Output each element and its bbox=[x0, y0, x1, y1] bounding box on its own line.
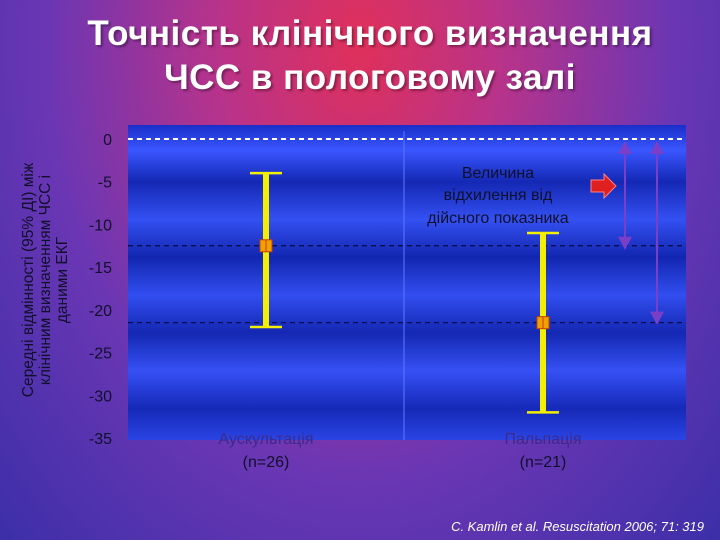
category-label: Пальпація bbox=[504, 431, 581, 448]
y-tick-label: -30 bbox=[89, 388, 112, 405]
y-tick-label: -35 bbox=[89, 431, 112, 448]
y-tick-label: -20 bbox=[89, 303, 112, 320]
arrow-head-down bbox=[650, 311, 664, 325]
title-line-1: Точність клінічного визначення bbox=[87, 14, 653, 53]
y-tick-label: -25 bbox=[89, 346, 112, 363]
arrow-head-up bbox=[618, 141, 632, 154]
arrow-head-down bbox=[618, 236, 632, 250]
arrow-head-up bbox=[650, 141, 664, 154]
slide-title: Точність клінічного визначення ЧСС в пол… bbox=[40, 12, 700, 100]
category-label: Аускультація bbox=[219, 431, 314, 448]
red-arrow-icon bbox=[590, 172, 617, 200]
source-citation: C. Kamlin et al. Resuscitation 2006; 71:… bbox=[451, 519, 704, 534]
annotation-line-1: Величина bbox=[462, 165, 534, 182]
title-line-2: ЧСС в пологовому залі bbox=[164, 58, 576, 97]
category-n-label: (n=21) bbox=[520, 454, 567, 471]
double-arrow-icon-short bbox=[618, 141, 632, 250]
y-tick-label: -15 bbox=[89, 260, 112, 277]
y-tick-label: 0 bbox=[103, 132, 112, 149]
y-tick-label: -10 bbox=[89, 217, 112, 234]
double-arrow-icon-long bbox=[650, 141, 664, 325]
deviation-annotation: Величина відхилення від дійсного показни… bbox=[427, 165, 568, 227]
annotation-line-3: дійсного показника bbox=[427, 210, 568, 227]
category-n-label: (n=26) bbox=[243, 454, 290, 471]
plot-area bbox=[128, 125, 686, 440]
annotation-line-2: відхилення від bbox=[444, 187, 553, 204]
y-tick-label: -5 bbox=[98, 175, 112, 192]
